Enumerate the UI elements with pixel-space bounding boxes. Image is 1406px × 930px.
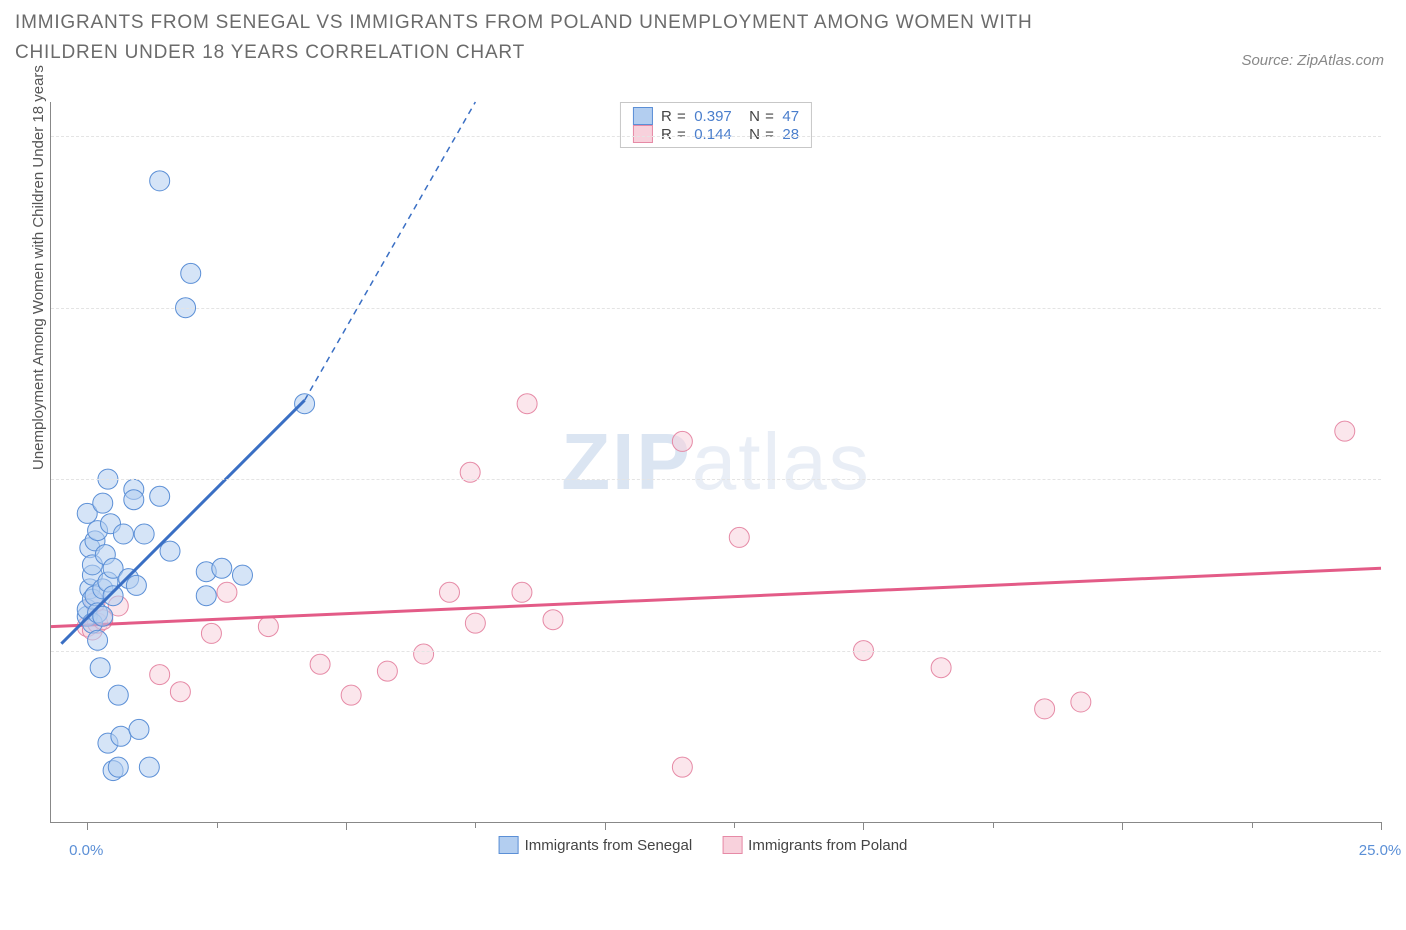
data-point	[201, 623, 221, 643]
data-point	[181, 263, 201, 283]
y-tick-label: 5.0%	[1391, 642, 1406, 659]
data-point	[150, 665, 170, 685]
data-point	[672, 431, 692, 451]
data-point	[217, 582, 237, 602]
data-point	[93, 493, 113, 513]
data-point	[88, 630, 108, 650]
data-point	[126, 575, 146, 595]
data-point	[129, 719, 149, 739]
swatch-senegal	[499, 836, 519, 854]
chart-plot-area: ZIPatlas R =0.397 N =47 R =0.144 N =28 5…	[50, 102, 1381, 823]
data-point	[512, 582, 532, 602]
data-point	[295, 394, 315, 414]
data-point	[160, 541, 180, 561]
data-point	[196, 586, 216, 606]
data-point	[170, 682, 190, 702]
data-point	[258, 617, 278, 637]
data-point	[465, 613, 485, 633]
data-point	[108, 685, 128, 705]
data-point	[377, 661, 397, 681]
data-point	[543, 610, 563, 630]
legend-item-senegal: Immigrants from Senegal	[499, 836, 693, 854]
y-tick-label: 20.0%	[1391, 128, 1406, 145]
swatch-poland	[722, 836, 742, 854]
y-tick-label: 15.0%	[1391, 299, 1406, 316]
data-point	[232, 565, 252, 585]
legend-label: Immigrants from Senegal	[525, 837, 693, 854]
chart-svg	[51, 102, 1381, 822]
data-point	[111, 726, 131, 746]
legend-item-poland: Immigrants from Poland	[722, 836, 907, 854]
data-point	[150, 171, 170, 191]
data-point	[1035, 699, 1055, 719]
data-point	[212, 558, 232, 578]
data-point	[341, 685, 361, 705]
x-range-left: 0.0%	[69, 842, 103, 859]
data-point	[414, 644, 434, 664]
data-point	[1335, 421, 1355, 441]
legend-label: Immigrants from Poland	[748, 837, 907, 854]
data-point	[150, 486, 170, 506]
data-point	[139, 757, 159, 777]
data-point	[729, 527, 749, 547]
data-point	[124, 490, 144, 510]
data-point	[517, 394, 537, 414]
data-point	[113, 524, 133, 544]
y-axis-label: Unemployment Among Women with Children U…	[30, 65, 47, 470]
source-credit: Source: ZipAtlas.com	[1241, 52, 1384, 69]
chart-title: IMMIGRANTS FROM SENEGAL VS IMMIGRANTS FR…	[15, 8, 1105, 69]
data-point	[1071, 692, 1091, 712]
x-range-right: 25.0%	[1359, 842, 1402, 859]
data-point	[103, 586, 123, 606]
data-point	[134, 524, 154, 544]
series-legend: Immigrants from Senegal Immigrants from …	[499, 836, 908, 854]
data-point	[108, 757, 128, 777]
data-point	[931, 658, 951, 678]
data-point	[439, 582, 459, 602]
y-tick-label: 10.0%	[1391, 471, 1406, 488]
data-point	[310, 654, 330, 674]
data-point	[90, 658, 110, 678]
data-point	[672, 757, 692, 777]
